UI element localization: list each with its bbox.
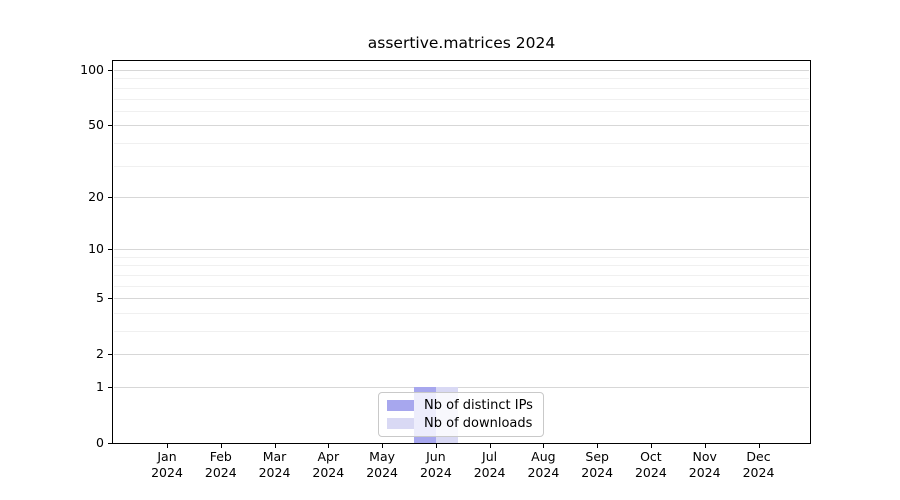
y-tick-label: 100 [80, 62, 104, 77]
legend-item-downloads: Nb of downloads [379, 416, 543, 431]
gridline-minor [114, 87, 809, 89]
x-tick [382, 444, 384, 448]
x-tick [435, 444, 437, 448]
legend-swatch-downloads [387, 418, 414, 429]
gridline-minor [114, 331, 809, 332]
x-tick [650, 444, 652, 448]
legend-swatch-distinct-ips [387, 400, 414, 411]
y-tick-label: 20 [88, 188, 104, 204]
legend-item-distinct-ips: Nb of distinct IPs [379, 398, 543, 413]
gridline-minor [114, 78, 809, 80]
y-tick-label: 2 [96, 346, 104, 362]
chart-title: assertive.matrices 2024 [367, 34, 556, 52]
gridline-major [114, 387, 809, 388]
x-tick [328, 444, 330, 448]
y-tick [108, 354, 112, 356]
x-tick-label: Jan 2024 [151, 449, 183, 480]
gridline-minor [114, 265, 809, 267]
gridline-major [114, 196, 809, 198]
x-tick [167, 444, 168, 448]
y-tick-label: 10 [88, 241, 104, 257]
y-tick [108, 443, 112, 444]
x-tick-label: Feb 2024 [204, 449, 237, 480]
gridline-major [114, 249, 809, 251]
x-tick-label: May 2024 [366, 449, 398, 480]
y-tick-label: 0 [96, 435, 104, 450]
x-tick-label: Oct 2024 [634, 449, 667, 480]
gridline-minor [114, 256, 809, 258]
x-tick [597, 444, 599, 448]
gridline-major [114, 70, 809, 71]
legend: Nb of distinct IPs Nb of downloads [378, 392, 544, 437]
y-tick [108, 298, 112, 300]
x-tick-label: Nov 2024 [688, 449, 721, 480]
legend-label-downloads: Nb of downloads [424, 416, 533, 431]
gridline-minor [114, 274, 809, 276]
gridline-minor [114, 98, 809, 100]
y-tick-label: 50 [88, 117, 104, 133]
x-tick-label: Apr 2024 [312, 449, 345, 480]
gridline-minor [114, 165, 809, 167]
x-tick-label: Jun 2024 [419, 449, 452, 480]
x-tick-label: Aug 2024 [527, 449, 560, 480]
x-tick [220, 444, 222, 448]
gridline-minor [114, 285, 809, 287]
x-tick [274, 444, 276, 448]
gridline-major [114, 298, 809, 300]
x-tick-label: Mar 2024 [258, 449, 291, 480]
gridline-major [114, 125, 809, 127]
gridline-minor [114, 142, 809, 144]
x-tick [758, 444, 760, 448]
y-tick-label: 1 [96, 379, 104, 394]
x-tick [489, 444, 491, 448]
y-tick [108, 70, 112, 71]
x-tick-label: Jul 2024 [473, 449, 506, 480]
y-tick-label: 5 [96, 290, 104, 306]
gridline-minor [114, 312, 809, 314]
x-tick [704, 444, 706, 448]
x-tick-label: Sep 2024 [581, 449, 614, 480]
y-tick [108, 196, 112, 198]
y-tick [108, 387, 112, 388]
gridline-minor [114, 110, 809, 112]
x-tick-label: Dec 2024 [742, 449, 775, 480]
y-tick [108, 125, 112, 127]
gridline-major [114, 354, 809, 356]
x-tick [543, 444, 545, 448]
y-tick [108, 249, 112, 251]
legend-label-distinct-ips: Nb of distinct IPs [424, 398, 533, 413]
